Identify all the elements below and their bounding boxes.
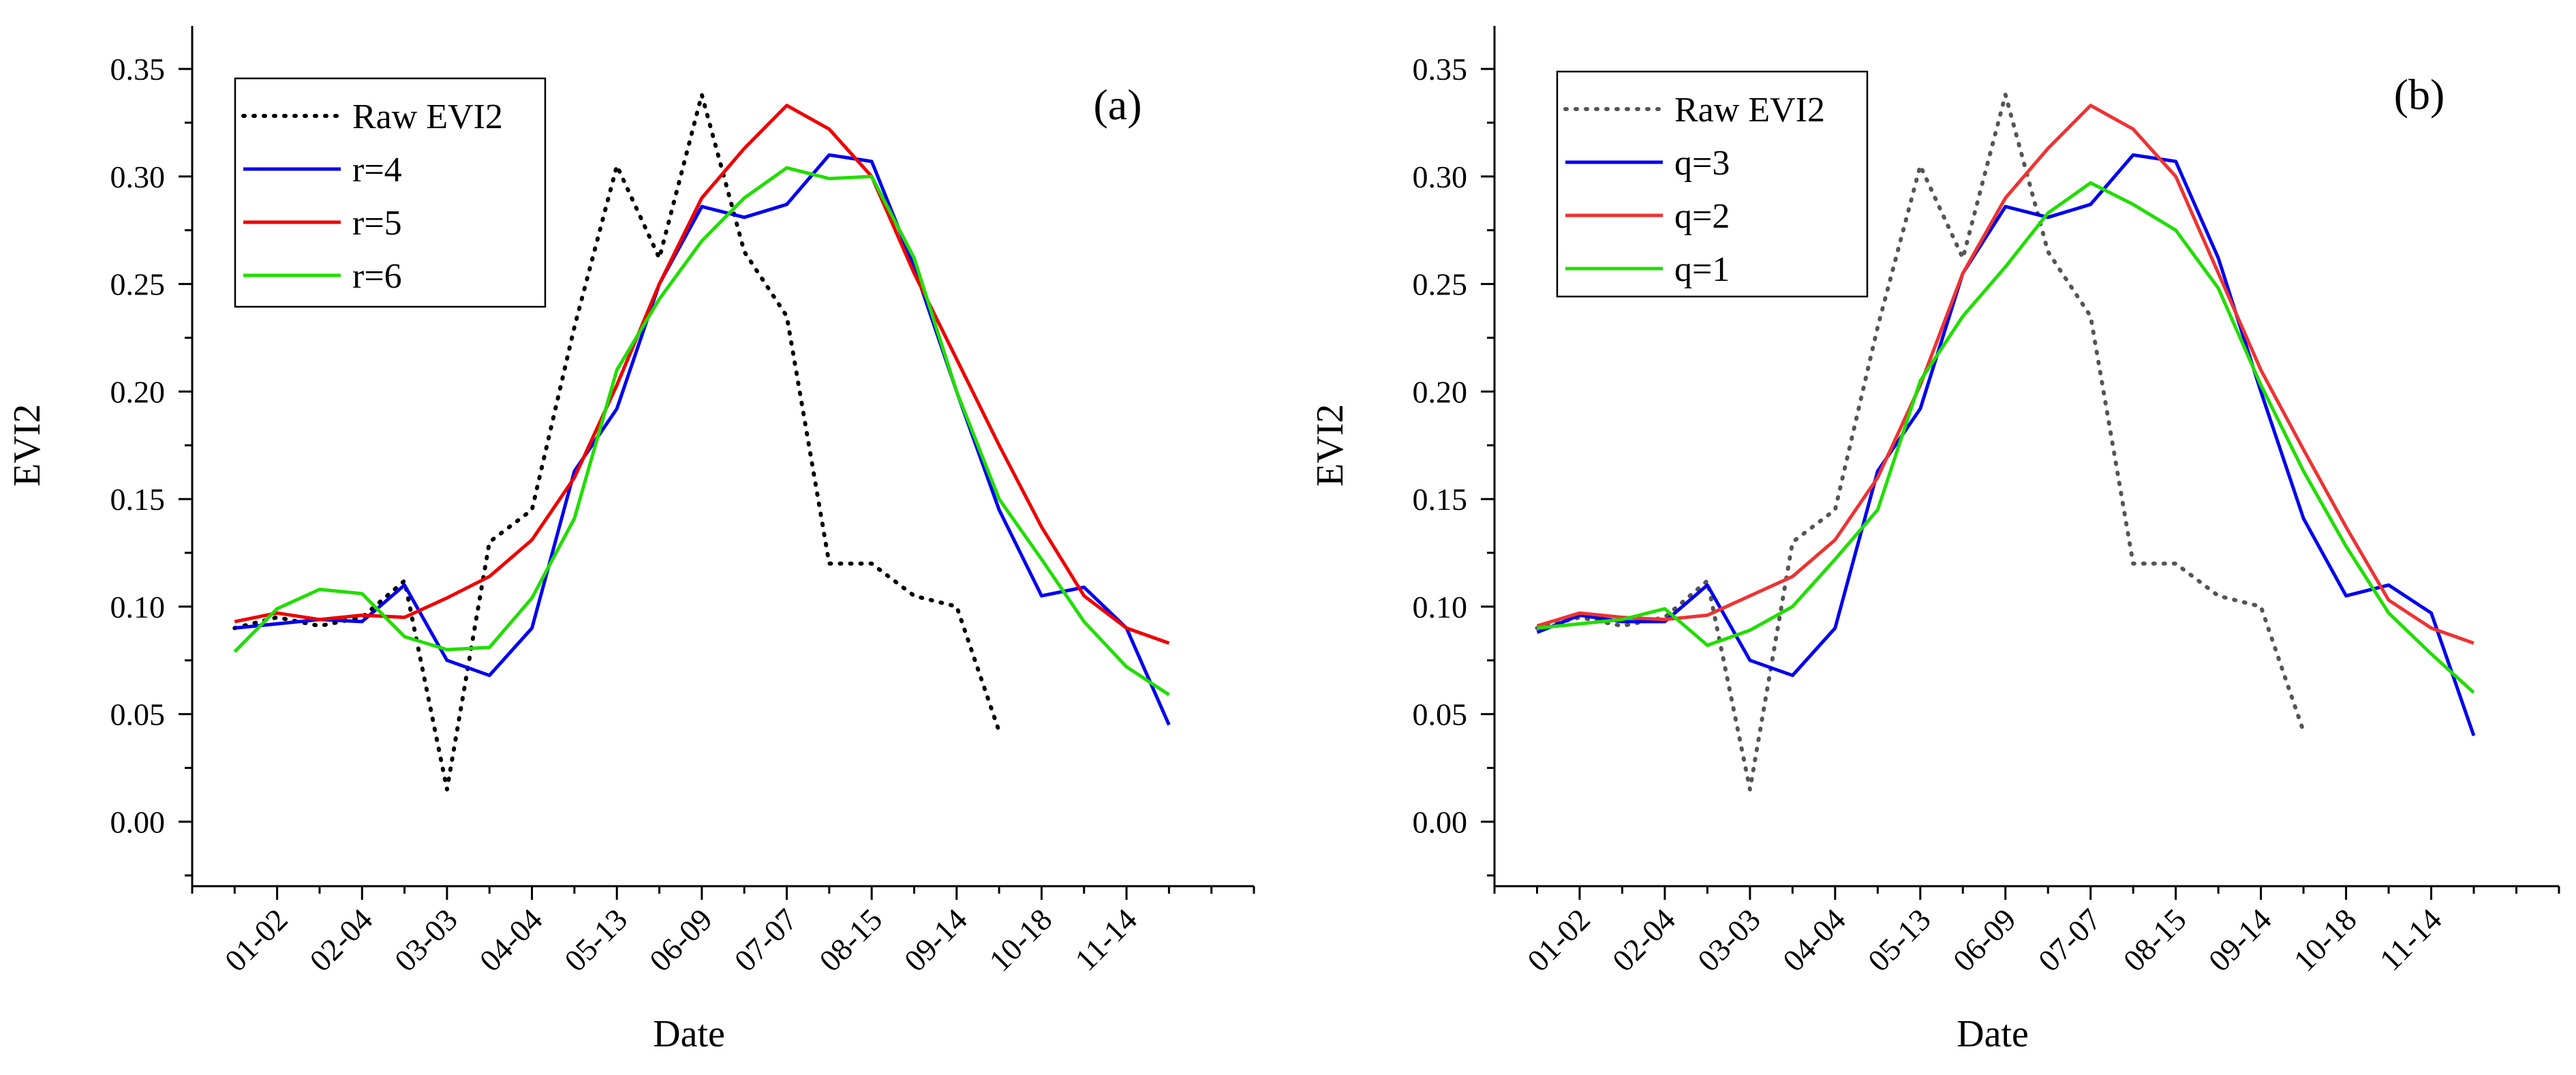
- legend-label: r=6: [352, 257, 402, 296]
- x-tick-label: 02-04: [303, 902, 379, 978]
- x-tick-label: 01-02: [218, 902, 294, 978]
- y-tick-label: 0.20: [110, 374, 166, 409]
- x-tick-label: 09-14: [898, 902, 974, 978]
- x-tick-label: 06-09: [1946, 902, 2023, 978]
- series-line-raw-evi2: [232, 93, 1002, 791]
- x-tick-label: 05-13: [1861, 902, 1937, 978]
- x-axis-title: Date: [653, 1013, 725, 1055]
- legend-label: q=3: [1674, 144, 1730, 183]
- x-tick-label: 06-09: [643, 902, 719, 978]
- y-tick-label: 0.15: [110, 482, 166, 517]
- x-tick-label: 08-15: [812, 902, 889, 978]
- x-tick-label: 01-02: [1520, 902, 1597, 978]
- x-tick-label: 10-18: [983, 902, 1059, 978]
- series-line-q-2: [1536, 104, 2474, 645]
- legend-label: r=4: [352, 151, 402, 190]
- legend: Raw EVI2 q=3 q=2 q=1: [1556, 70, 1869, 298]
- series-line-raw-evi2: [1535, 93, 2306, 791]
- legend-label: q=2: [1674, 197, 1730, 236]
- y-axis-title: EVI2: [1309, 404, 1351, 487]
- x-tick-label: 05-13: [557, 902, 634, 978]
- series-line-r-6: [233, 166, 1170, 697]
- y-tick-label: 0.35: [110, 52, 166, 87]
- series-line-r-5: [234, 104, 1170, 645]
- x-tick-label: 09-14: [2202, 902, 2278, 978]
- x-tick-label: 11-14: [1068, 902, 1144, 978]
- series-line-r-4: [234, 153, 1171, 726]
- y-tick-label: 0.00: [1413, 804, 1468, 839]
- y-axis-title: EVI2: [6, 404, 48, 487]
- x-tick-label: 04-04: [1776, 902, 1852, 978]
- chart-panel-a: 0.00 0.05 0.10 0.15 0.20 0.25 0.30 0.35 01-02 02-…: [6, 26, 1255, 1055]
- legend-label: Raw EVI2: [1674, 91, 1825, 130]
- y-tick-label: 0.35: [1413, 52, 1468, 87]
- legend-label: q=1: [1674, 250, 1730, 289]
- series-line-q-3: [1536, 153, 2476, 737]
- y-tick-label: 0.05: [1413, 697, 1468, 732]
- x-tick-label: 02-04: [1606, 902, 1682, 978]
- legend-label: r=5: [352, 204, 402, 243]
- y-tick-label: 0.20: [1413, 374, 1468, 409]
- y-tick-label: 0.30: [110, 160, 166, 194]
- x-tick-label: 10-18: [2287, 902, 2363, 978]
- x-axis-title: Date: [1957, 1013, 2029, 1055]
- y-tick-label: 0.00: [110, 804, 166, 839]
- series-line-q-1: [1537, 181, 2475, 694]
- x-tick-label: 07-07: [2031, 902, 2108, 978]
- x-tick-label: 03-03: [1691, 902, 1767, 978]
- x-tick-label: 04-04: [473, 902, 549, 978]
- y-tick-label: 0.25: [1413, 267, 1468, 302]
- y-tick-label: 0.15: [1413, 482, 1468, 517]
- x-tick-label: 07-07: [728, 902, 804, 978]
- panel-label: (b): [2394, 70, 2445, 119]
- panel-label: (a): [1093, 80, 1141, 129]
- legend-label: Raw EVI2: [352, 97, 503, 136]
- chart-panel-b: 0.00 0.05 0.10 0.15 0.20 0.25 0.30 0.35 01-02 02-…: [1309, 26, 2560, 1055]
- y-tick-label: 0.10: [1413, 590, 1468, 624]
- y-tick-label: 0.30: [1413, 160, 1468, 194]
- legend: Raw EVI2 r=4 r=5 r=6: [234, 77, 547, 308]
- y-tick-label: 0.25: [110, 267, 166, 302]
- x-tick-label: 03-03: [388, 902, 464, 978]
- y-tick-label: 0.05: [110, 697, 166, 732]
- x-tick-label: 08-15: [2117, 902, 2193, 978]
- x-tick-label: 11-14: [2373, 902, 2449, 978]
- y-tick-label: 0.10: [110, 590, 166, 624]
